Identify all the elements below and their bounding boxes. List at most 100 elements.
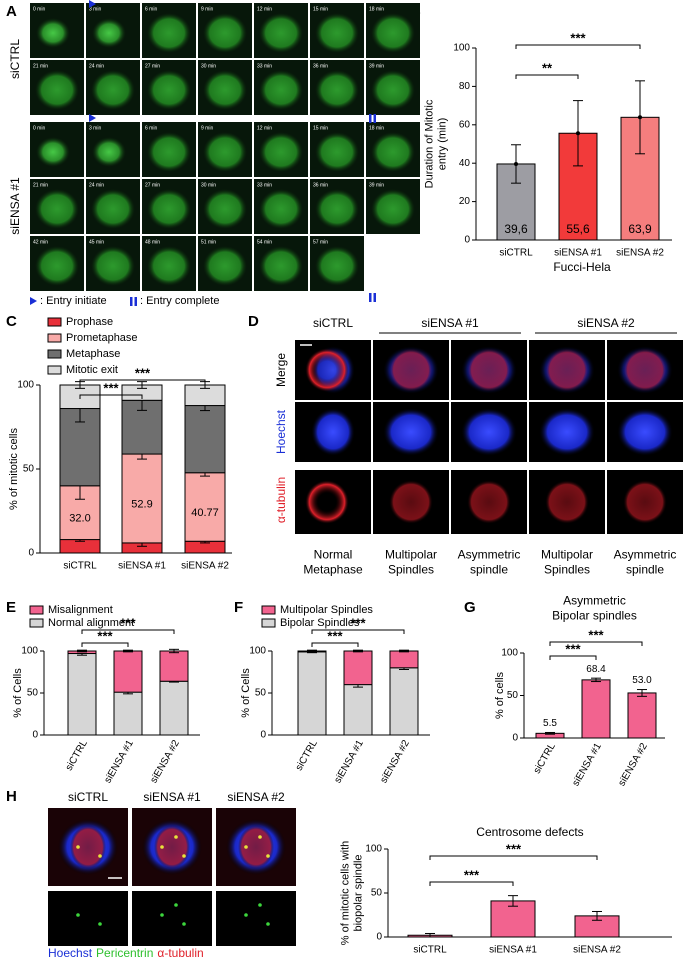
legend-swatch: [47, 317, 62, 327]
error-bar: [123, 649, 133, 653]
time-label: 33 min: [257, 63, 272, 69]
cell-nucleus: [91, 246, 135, 286]
micrograph: [216, 891, 296, 946]
error-bar: [425, 932, 435, 938]
significance-bracket: [311, 629, 405, 634]
stain-label: α-tubulin: [157, 946, 203, 960]
chromatin: [383, 408, 439, 456]
time-label: 27 min: [145, 182, 160, 188]
y-tick-label: 0: [28, 548, 34, 559]
centrosome-merge: [174, 835, 178, 839]
y-axis-label: % of mitotic cells: [8, 428, 20, 510]
cell-nucleus: [315, 132, 359, 172]
value-label: 68.4: [586, 664, 606, 675]
y-tick-label: 100: [21, 646, 38, 657]
cell-nucleus: [36, 18, 70, 48]
value-label: 5.5: [543, 718, 557, 729]
cell-nucleus: [371, 13, 415, 53]
tubulin: [467, 480, 511, 524]
entry-complete-marker: [373, 114, 376, 123]
significance-label: ***: [327, 628, 343, 643]
time-label: 48 min: [145, 239, 160, 245]
y-axis-label: % of mitotic cells withbiopolar spindle: [339, 841, 364, 946]
y-tick-label: 100: [249, 646, 266, 657]
chromatin: [461, 408, 517, 456]
cell-nucleus: [91, 70, 135, 110]
chromatin: [539, 408, 595, 456]
panel-label: F: [234, 599, 243, 616]
error-bar: [637, 689, 647, 697]
time-label: 54 min: [257, 239, 272, 245]
cell-nucleus: [315, 189, 359, 229]
cell-nucleus: [91, 189, 135, 229]
cell-nucleus: [35, 189, 79, 229]
entry-complete-marker: [373, 293, 376, 302]
legend-swatch: [261, 618, 276, 628]
x-tick-label: siCTRL: [499, 248, 533, 259]
stain-label: Hoechst: [48, 946, 93, 960]
error-bar: [169, 648, 179, 654]
x-tick-label: siENSA #2: [181, 561, 229, 572]
time-label: 24 min: [89, 182, 104, 188]
chart-title: Centrosome defects: [476, 825, 583, 839]
cell-nucleus: [35, 246, 79, 286]
micrograph: [48, 891, 128, 946]
row-label: siCTRL: [8, 39, 22, 79]
significance-bracket: [429, 855, 598, 860]
centrosome-merge: [266, 854, 270, 858]
bar-segment: [184, 405, 226, 474]
centrosome-merge: [76, 845, 80, 849]
value-label: 63,9: [628, 222, 652, 236]
value-label: 53.0: [632, 675, 652, 686]
significance-bracket: [79, 394, 143, 399]
tubulin: [467, 348, 511, 392]
mean-dot: [638, 115, 642, 120]
time-label: 51 min: [201, 239, 216, 245]
stain-label: Pericentrin: [96, 946, 153, 960]
cell-nucleus: [203, 13, 247, 53]
bar-segment: [159, 650, 189, 682]
centrosome: [98, 922, 102, 926]
tubulin: [545, 480, 589, 524]
column-label: siENSA #2: [227, 790, 285, 804]
x-tick-label: siCTRL: [64, 738, 90, 773]
bar: [627, 692, 657, 739]
x-tick-label: siENSA #2: [378, 738, 412, 785]
significance-bracket: [515, 44, 641, 49]
y-tick-label: 100: [453, 43, 470, 54]
significance-label: ***: [135, 365, 151, 380]
bar: [490, 900, 536, 938]
column-group-label: siCTRL: [313, 316, 353, 330]
bar-segment: [184, 472, 226, 542]
y-tick-label: 20: [459, 196, 471, 207]
legend-label: Multipolar Spindles: [280, 604, 373, 616]
x-tick-label: siCTRL: [532, 741, 558, 776]
tubulin: [305, 480, 349, 524]
legend-label: Metaphase: [66, 348, 120, 360]
time-label: 15 min: [313, 6, 328, 12]
legend-swatch: [47, 349, 62, 359]
column-label: Asymmetric spindle: [458, 548, 521, 577]
y-tick-label: 50: [255, 688, 267, 699]
panel-label: D: [248, 313, 259, 330]
legend-label: Bipolar Spindles: [280, 617, 360, 629]
time-label: 39 min: [369, 182, 384, 188]
micrograph: [132, 891, 212, 946]
error-bar: [353, 649, 363, 653]
time-label: 0 min: [33, 6, 45, 12]
y-tick-label: 60: [459, 119, 471, 130]
row-label: siENSA #1: [8, 177, 22, 235]
centrosome: [160, 913, 164, 917]
legend-label: Normal alignment: [48, 617, 134, 629]
y-tick-label: 50: [23, 464, 35, 475]
cell-nucleus: [259, 246, 303, 286]
significance-bracket: [79, 379, 206, 384]
time-label: 18 min: [369, 6, 384, 12]
significance-label: ***: [103, 380, 119, 395]
bar-segment: [67, 653, 97, 736]
x-tick-label: siENSA #1: [570, 741, 604, 788]
row-label: Hoechst: [274, 409, 288, 454]
panel-label: E: [6, 599, 16, 616]
entry-complete-marker: [369, 293, 372, 302]
